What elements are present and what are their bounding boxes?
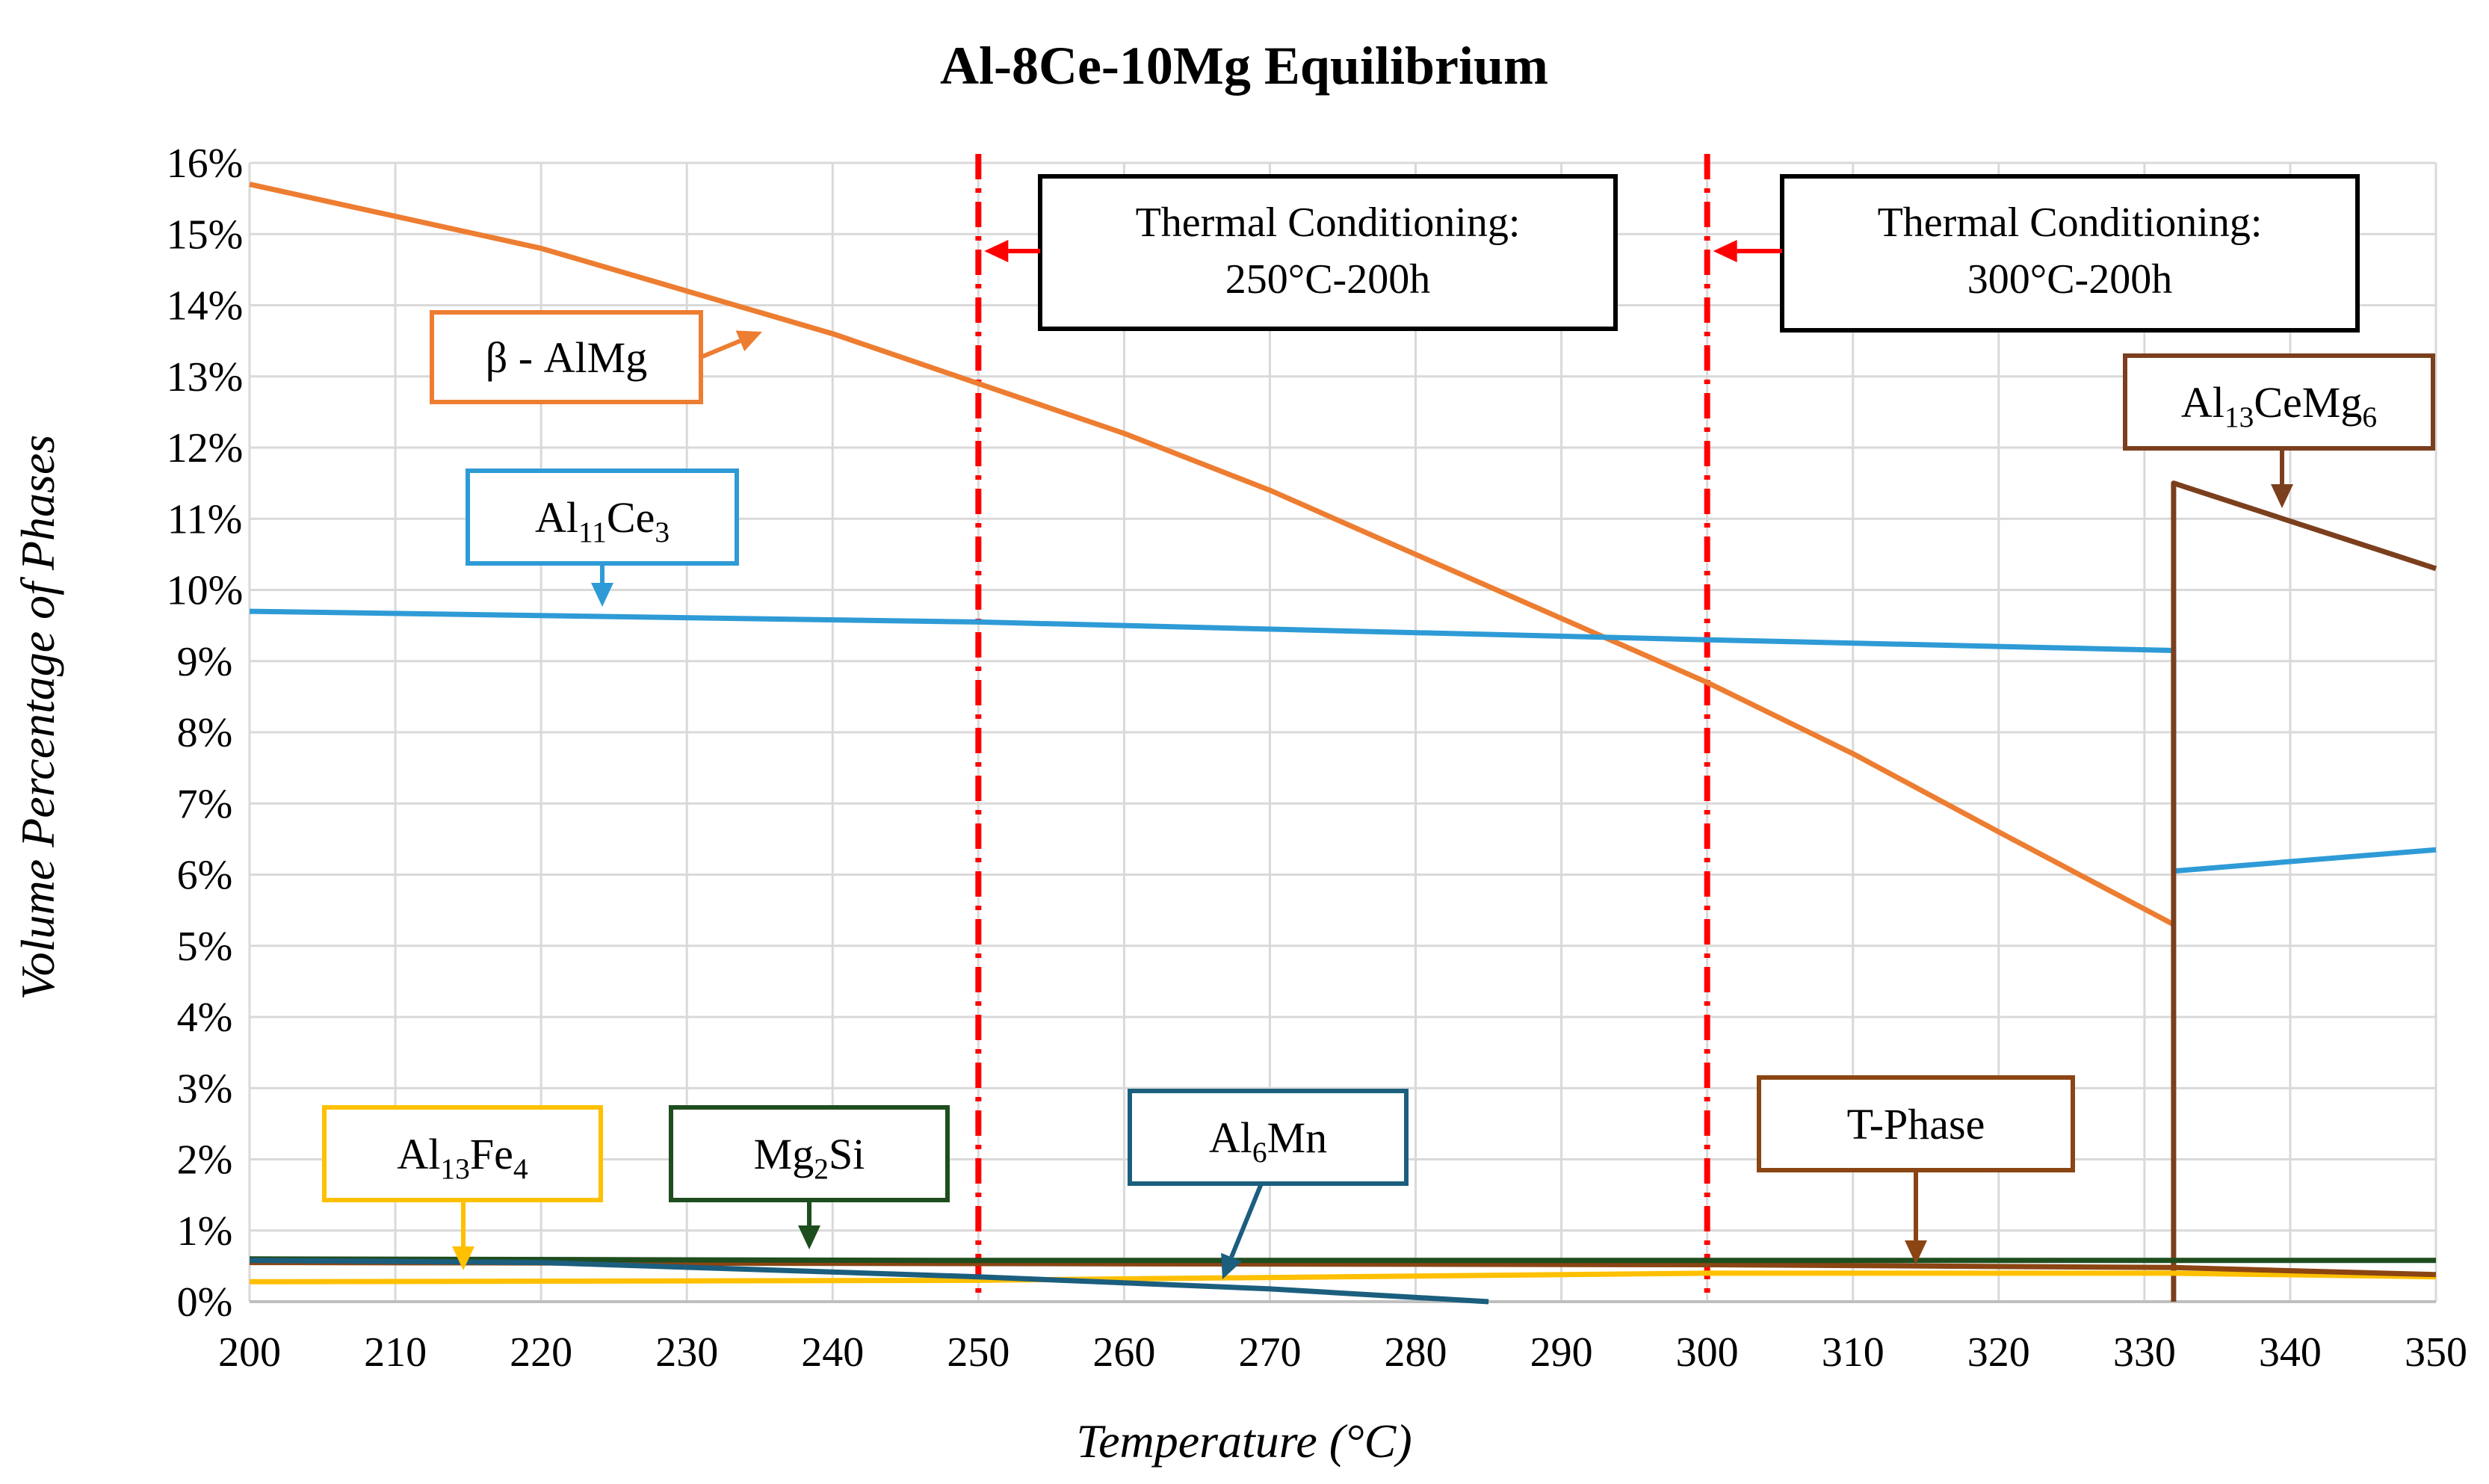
- al11ce3-label-text: Al11Ce3: [535, 493, 670, 548]
- beta-label-box: [430, 310, 703, 404]
- y-tick-label: 6%: [177, 853, 233, 899]
- x-tick-label: 270: [1238, 1329, 1301, 1376]
- x-tick-label: 310: [1822, 1329, 1884, 1376]
- subscript: 13: [440, 1152, 469, 1185]
- y-tick-label: 12%: [167, 425, 244, 472]
- x-tick-label: 330: [2113, 1329, 2176, 1376]
- series-group: [249, 182, 2437, 1305]
- label-part: Al: [1209, 1113, 1252, 1162]
- reference-lines: [975, 154, 1710, 1302]
- label-part: Al: [2181, 378, 2224, 427]
- y-tick-label: 2%: [177, 1137, 233, 1184]
- x-tick-label: 210: [364, 1329, 427, 1376]
- label-part: Mn: [1267, 1113, 1328, 1162]
- y-tick-label: 13%: [167, 354, 244, 401]
- label-part: Fe: [470, 1130, 513, 1178]
- y-tick-label: 8%: [177, 710, 233, 756]
- y-tick-label: 16%: [167, 140, 244, 187]
- al6mn-label-text: Al6Mn: [1209, 1113, 1327, 1169]
- label-part: Mg: [754, 1130, 814, 1178]
- y-tick-label: 5%: [177, 924, 233, 970]
- x-tick-label: 340: [2259, 1329, 2322, 1376]
- thermal-300-box: [1780, 174, 2360, 333]
- y-tick-label: 10%: [167, 568, 244, 614]
- al6mn-label-arrow-shaft: [1229, 1182, 1264, 1258]
- y-axis-label: Volume Percentage of Phases: [11, 435, 64, 1001]
- x-tick-label: 350: [2405, 1329, 2467, 1376]
- x-tick-label: 290: [1530, 1329, 1593, 1376]
- y-tick-label: 0%: [177, 1279, 233, 1326]
- label-part: Si: [829, 1130, 865, 1178]
- al13fe4-label-box: [322, 1105, 603, 1202]
- series-line: [249, 1270, 2437, 1284]
- x-tick-label: 250: [947, 1329, 1009, 1376]
- y-tick-label: 9%: [177, 639, 233, 685]
- thermal-label-line2: 250°C-200h: [1225, 256, 1430, 303]
- x-tick-label: 220: [510, 1329, 572, 1376]
- thermal-label-line1: Thermal Conditioning:: [1878, 200, 2263, 246]
- x-tick-label: 200: [218, 1329, 281, 1376]
- series-line: [249, 1260, 2437, 1278]
- x-axis-label: Temperature (°C): [1076, 1415, 1412, 1468]
- subscript: 4: [513, 1152, 528, 1185]
- thermal-arrow-head: [1713, 240, 1737, 262]
- series-line: [2171, 480, 2437, 1302]
- al13cemg6-label-text: Al13CeMg6: [2181, 378, 2377, 433]
- x-tick-label: 230: [655, 1329, 718, 1376]
- beta-label-text: β - AlMg: [486, 333, 647, 382]
- label-part: Al: [535, 493, 578, 542]
- y-tick-label: 7%: [177, 781, 233, 827]
- subscript: 2: [814, 1152, 829, 1185]
- tphase-label-box: [1757, 1075, 2075, 1172]
- thermal-label-line1: Thermal Conditioning:: [1136, 200, 1521, 246]
- subscript: 3: [655, 516, 670, 548]
- al11ce3-label-arrow-head: [591, 583, 613, 607]
- subscript: 6: [1252, 1136, 1267, 1169]
- y-tick-label: 3%: [177, 1066, 233, 1112]
- x-tick-label: 240: [801, 1329, 864, 1376]
- x-tick-label: 320: [1967, 1329, 2030, 1376]
- thermal-250-box: [1038, 174, 1618, 331]
- y-tick-label: 15%: [167, 211, 244, 258]
- al6mn-label-box: [1128, 1089, 1409, 1186]
- thermal-label-line2: 300°C-200h: [1967, 256, 2172, 303]
- mg2si-label-text: Mg2Si: [754, 1130, 865, 1185]
- al13fe4-label-arrow-head: [452, 1246, 474, 1270]
- mg2si-label-arrow-head: [798, 1225, 820, 1249]
- series-line: [249, 608, 2437, 874]
- chart-title: Al-8Ce-10Mg Equilibrium: [940, 36, 1548, 96]
- al13fe4-label-text: Al13Fe4: [397, 1130, 528, 1185]
- al13cemg6-label-box: [2123, 353, 2435, 451]
- tphase-label-text: T-Phase: [1847, 1100, 1985, 1148]
- y-tick-label: 4%: [177, 995, 233, 1041]
- subscript: 11: [578, 516, 607, 548]
- subscript: 13: [2224, 401, 2254, 433]
- al13cemg6-label-arrow-head: [2271, 484, 2293, 508]
- subscript: 6: [2362, 401, 2377, 433]
- mg2si-label-box: [669, 1105, 950, 1202]
- al6mn-label-arrow-head: [1221, 1252, 1242, 1279]
- axes: 200 210 220 230 240 250 260 270 280 290 300 310 320 3…: [167, 140, 2467, 1376]
- x-tick-label: 280: [1385, 1329, 1447, 1376]
- label-part: Ce: [607, 493, 655, 542]
- label-part: CeMg: [2254, 378, 2362, 427]
- x-tick-label: 300: [1676, 1329, 1739, 1376]
- tphase-label-arrow-head: [1905, 1240, 1927, 1264]
- beta-label-arrow-head: [735, 330, 762, 352]
- annotations: Thermal Conditioning: 250°C-200h Thermal C…: [322, 174, 2435, 1279]
- beta-label-arrow-shaft: [699, 338, 741, 359]
- y-tick-label: 14%: [167, 283, 244, 330]
- y-tick-label: 11%: [167, 496, 243, 542]
- x-tick-label: 260: [1092, 1329, 1155, 1376]
- series-line: [249, 1258, 1489, 1305]
- thermal-arrow-head: [984, 240, 1009, 262]
- y-tick-label: 1%: [177, 1208, 233, 1255]
- series-line: [249, 182, 2175, 927]
- series-line: [249, 1256, 2436, 1264]
- label-part: Al: [397, 1130, 440, 1178]
- al11ce3-label-box: [466, 469, 739, 566]
